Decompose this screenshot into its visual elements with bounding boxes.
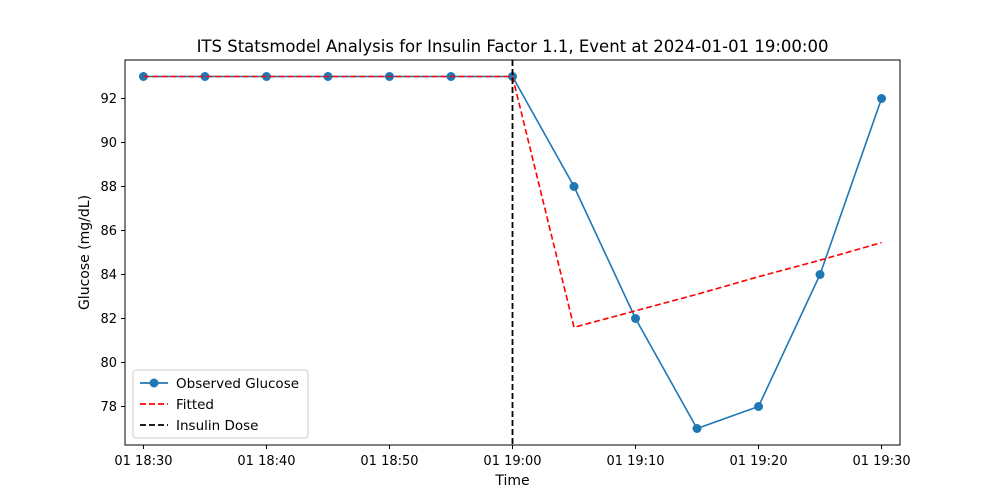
y-tick-label: 86 — [100, 224, 117, 239]
x-tick-label: 01 19:10 — [606, 454, 664, 469]
x-tick-label: 01 18:50 — [360, 454, 418, 469]
observed-glucose-point — [631, 314, 641, 323]
observed-glucose-point — [815, 270, 825, 279]
fitted-line — [143, 75, 882, 329]
observed-glucose-point — [754, 402, 764, 411]
y-tick-label: 92 — [100, 92, 117, 107]
legend-box — [132, 369, 309, 439]
x-axis-label: Time — [494, 473, 529, 489]
x-tick-label: 01 18:40 — [237, 454, 295, 469]
legend: Observed Glucose Fitted Insulin Dose — [132, 369, 309, 439]
observed-glucose-point — [877, 94, 887, 103]
observed-glucose-point — [261, 72, 271, 81]
x-tick-label: 01 19:00 — [483, 454, 541, 469]
y-tick-label: 90 — [100, 136, 117, 151]
y-tick-label: 84 — [100, 268, 117, 283]
legend-fitted-label: Fitted — [176, 397, 214, 413]
x-tick-label: 01 19:30 — [852, 454, 910, 469]
y-tick-label: 80 — [100, 356, 117, 371]
x-tick-label: 01 19:20 — [729, 454, 787, 469]
x-ticks: 01 18:30 01 18:40 01 18:50 01 19:00 01 19:10… — [114, 445, 911, 469]
y-tick-label: 88 — [100, 180, 117, 195]
legend-observed-glucose-marker — [149, 378, 159, 388]
chart-title: ITS Statsmodel Analysis for Insulin Fact… — [197, 37, 829, 56]
observed-glucose-point — [200, 72, 210, 81]
x-tick-label: 01 18:30 — [114, 454, 172, 469]
y-tick-label: 78 — [100, 400, 117, 415]
observed-glucose-point — [692, 424, 702, 433]
y-tick-label: 82 — [100, 312, 117, 327]
legend-insulin-dose-label: Insulin Dose — [176, 418, 258, 434]
legend-observed-glucose-label: Observed Glucose — [176, 376, 299, 392]
y-ticks: 78 80 82 84 86 88 90 92 — [100, 92, 125, 415]
observed-glucose-point — [569, 182, 579, 191]
series-fitted — [143, 75, 882, 329]
y-axis-label: Glucose (mg/dL) — [77, 195, 93, 310]
